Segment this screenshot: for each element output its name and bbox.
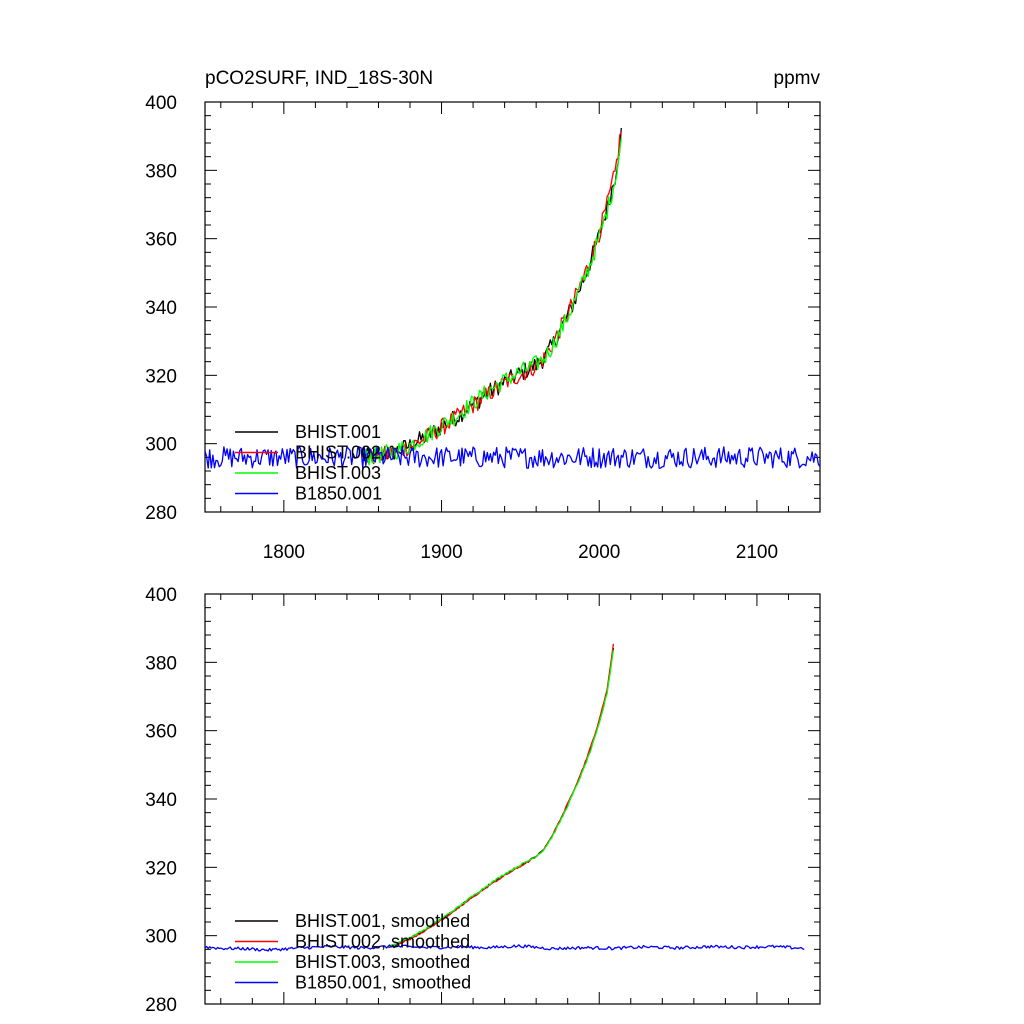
y-tick-label: 400	[145, 93, 177, 114]
y-tick-label: 320	[145, 858, 177, 879]
x-tick-label: 2000	[578, 542, 620, 563]
y-tick-label: 380	[145, 161, 177, 182]
top-panel: 280 300 320 340 360 380 400 1800 1900 2000 2100 pCO…	[145, 68, 821, 563]
series-line-3	[204, 944, 805, 952]
y-tick-label: 300	[145, 435, 177, 456]
bottom-panel: 280 300 320 340 360 380 400 BHIST.001, smoothed…	[145, 585, 821, 1016]
y-tick-label: 340	[145, 298, 177, 319]
legend-label-1: BHIST.002	[295, 443, 381, 463]
y-tick-label: 360	[145, 722, 177, 743]
y-tick-label: 360	[145, 230, 177, 251]
y-tick-label: 280	[145, 995, 177, 1016]
x-tick-label: 1800	[263, 542, 305, 563]
legend-label-2: BHIST.003	[295, 463, 381, 483]
series-line-0	[362, 127, 622, 463]
series-line-2	[362, 138, 622, 466]
legend-label-3: B1850.001, smoothed	[295, 973, 471, 993]
units-label: ppmv	[774, 68, 821, 89]
x-tick-label: 1900	[420, 542, 462, 563]
y-tick-label: 320	[145, 366, 177, 387]
series-line-1	[386, 643, 615, 949]
y-tick-label: 380	[145, 653, 177, 674]
y-tick-label: 400	[145, 585, 177, 606]
series-line-3	[204, 445, 821, 469]
series-line-0	[385, 647, 615, 949]
x-tick-label: 2100	[736, 542, 778, 563]
y-tick-label: 340	[145, 790, 177, 811]
series-line-1	[362, 131, 622, 465]
legend-label-0: BHIST.001	[295, 422, 381, 442]
legend-label-0: BHIST.001, smoothed	[295, 911, 470, 931]
legend-label-1: BHIST.002, smoothed	[295, 932, 470, 952]
legend-label-2: BHIST.003, smoothed	[295, 952, 470, 972]
legend-label-3: B1850.001	[295, 484, 382, 504]
y-tick-label: 280	[145, 503, 177, 524]
y-tick-label: 300	[145, 927, 177, 948]
series-line-2	[386, 650, 615, 949]
chart-title: pCO2SURF, IND_18S-30N	[205, 68, 433, 89]
